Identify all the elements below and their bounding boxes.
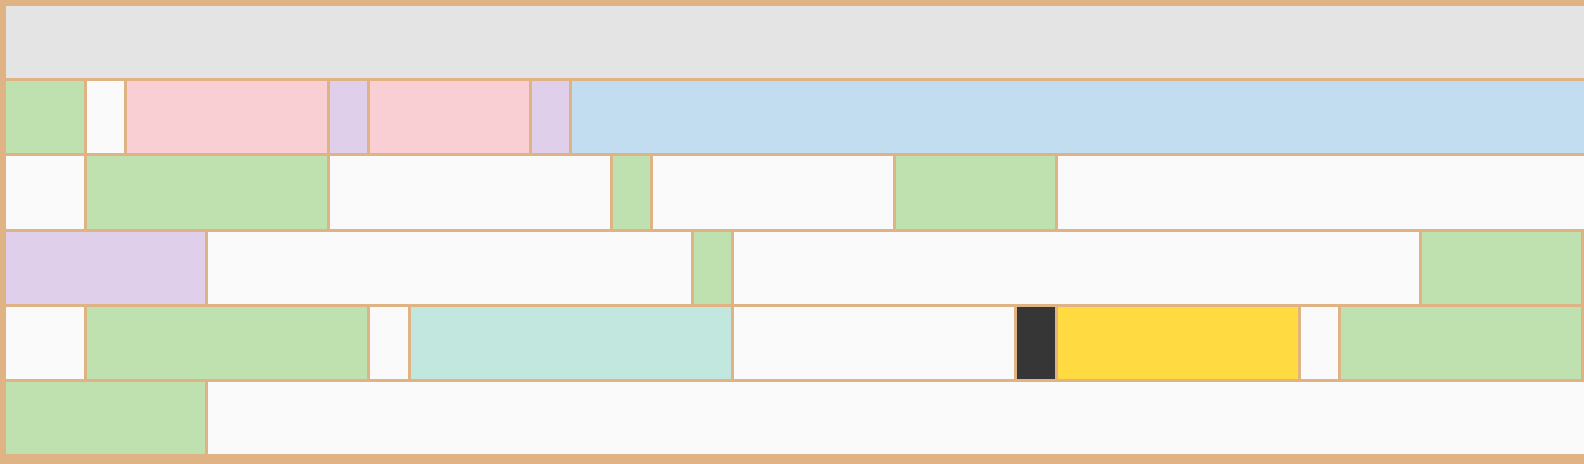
tile-blue [572,81,1584,154]
tile-green [612,156,651,229]
tile-empty [208,382,1584,455]
tile-empty [329,156,610,229]
tile-row [0,306,1584,379]
tile-lavender [329,81,368,154]
tile-lavender [6,231,206,304]
tile-green [6,81,84,154]
tile-empty [1057,156,1584,229]
tile-empty [734,306,1015,379]
header-panel [6,6,1584,79]
tile-empty [370,306,408,379]
tile-row [0,382,1584,455]
tile-row [0,231,1584,304]
tile-green [86,306,368,379]
tile-green [1421,231,1581,304]
tile-empty [86,81,125,154]
tile-empty [734,231,1419,304]
tile-teal [410,306,732,379]
tile-green [86,156,327,229]
header-bar [0,6,1584,79]
tile-row [0,156,1584,229]
tile-pink [127,81,327,154]
tile-green [896,156,1055,229]
tile-pink [370,81,529,154]
tile-green [1341,306,1581,379]
tile-empty [653,156,894,229]
tile-green [6,382,206,455]
tile-empty [6,156,84,229]
tile-green [693,231,732,304]
tile-row [0,81,1584,154]
tile-empty [1300,306,1339,379]
tile-empty [208,231,691,304]
tile-dark [1017,306,1055,379]
tile-yellow [1057,306,1298,379]
tile-empty [6,306,84,379]
tile-lavender [531,81,570,154]
